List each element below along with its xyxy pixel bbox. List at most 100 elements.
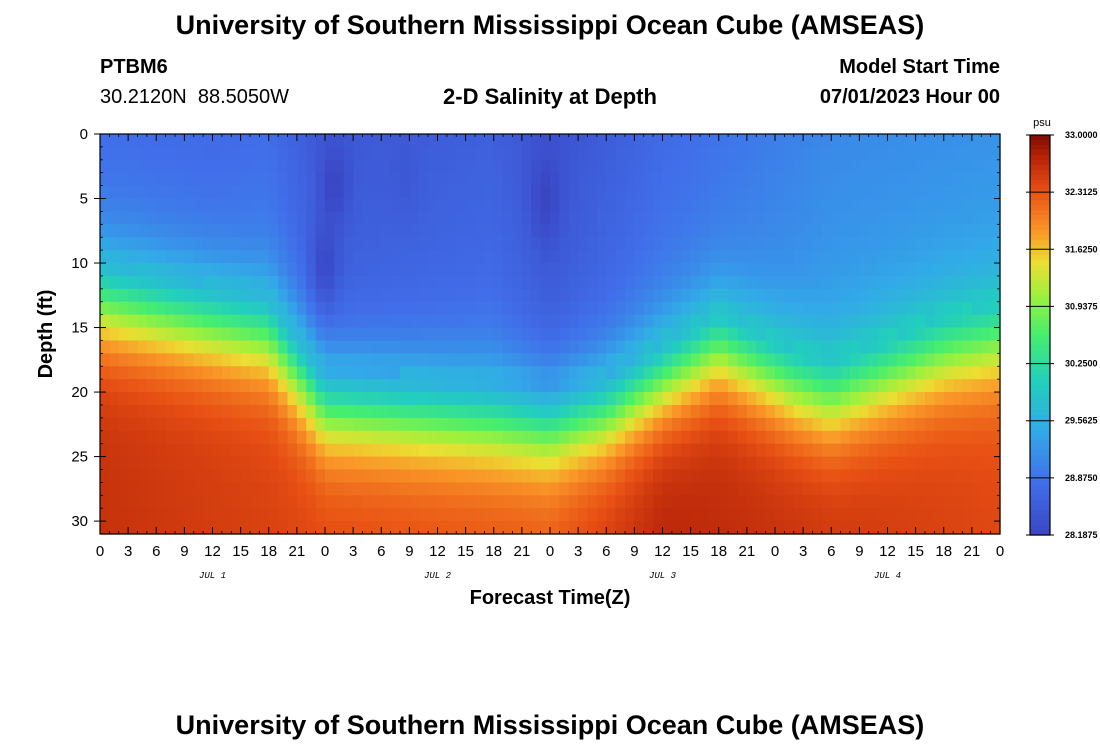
heatmap-cell	[850, 508, 860, 522]
heatmap-cell	[840, 443, 851, 458]
heatmap-cell	[568, 237, 579, 251]
heatmap-cell	[250, 430, 260, 445]
heatmap-cell	[868, 392, 879, 406]
heatmap-cell	[259, 456, 270, 471]
heatmap-cell	[362, 327, 373, 342]
heatmap-cell	[625, 404, 635, 419]
heatmap-cell	[381, 404, 392, 419]
heatmap-cell	[625, 366, 635, 380]
heatmap-cell	[390, 211, 401, 225]
heatmap-cell	[381, 366, 392, 380]
heatmap-cell	[746, 495, 757, 509]
heatmap-cell	[175, 172, 185, 187]
heatmap-cell	[137, 521, 148, 535]
heatmap-cell	[353, 379, 364, 393]
heatmap-cell	[568, 353, 579, 367]
heatmap-cell	[203, 250, 214, 264]
heatmap-cell	[400, 353, 410, 367]
heatmap-cell	[765, 340, 776, 354]
colorbar-swatch	[1030, 265, 1050, 271]
heatmap-cell	[643, 495, 654, 509]
heatmap-cell	[203, 379, 214, 393]
heatmap-cell	[934, 275, 945, 290]
heatmap-cell	[268, 327, 279, 342]
heatmap-cell	[775, 404, 785, 419]
heatmap-cell	[531, 327, 542, 342]
x-tick-label: 18	[260, 543, 277, 560]
heatmap-cell	[690, 469, 701, 483]
heatmap-cell	[259, 237, 270, 251]
heatmap-cell	[296, 327, 307, 342]
heatmap-cell	[596, 211, 607, 225]
heatmap-cell	[943, 469, 954, 483]
heatmap-cell	[643, 340, 654, 354]
heatmap-cell	[146, 456, 157, 471]
heatmap-cell	[503, 314, 514, 329]
heatmap-cell	[315, 495, 326, 509]
heatmap-cell	[634, 301, 645, 316]
heatmap-cell	[193, 521, 204, 535]
heatmap-cell	[756, 237, 767, 251]
heatmap-cell	[728, 275, 739, 290]
heatmap-cell	[409, 237, 420, 251]
heatmap-cell	[100, 301, 110, 316]
heatmap-cell	[118, 443, 129, 458]
colorbar-swatch	[1030, 395, 1050, 401]
heatmap-cell	[671, 263, 682, 277]
x-tick-label: 3	[574, 543, 582, 560]
heatmap-cell	[493, 146, 504, 161]
heatmap-cell	[212, 314, 223, 329]
heatmap-cell	[278, 430, 289, 445]
heatmap-cell	[990, 263, 1001, 277]
heatmap-cell	[971, 263, 982, 277]
heatmap-cell	[287, 456, 298, 471]
heatmap-cell	[887, 172, 898, 187]
heatmap-cell	[184, 314, 195, 329]
heatmap-cell	[193, 237, 204, 251]
heatmap-cell	[362, 495, 373, 509]
heatmap-cell	[850, 482, 860, 496]
colorbar-swatch	[1030, 170, 1050, 176]
heatmap-cell	[221, 159, 232, 174]
heatmap-cell	[409, 404, 420, 419]
heatmap-cell	[578, 275, 589, 290]
heatmap-cell	[503, 134, 514, 148]
heatmap-cell	[981, 456, 992, 471]
heatmap-cell	[718, 146, 729, 161]
heatmap-cell	[718, 211, 729, 225]
heatmap-cell	[737, 250, 748, 264]
heatmap-cell	[418, 146, 429, 161]
heatmap-cell	[915, 224, 926, 238]
heatmap-cell	[334, 456, 345, 471]
heatmap-cell	[953, 456, 964, 471]
heatmap-cell	[971, 404, 982, 419]
colorbar-swatch	[1030, 175, 1050, 181]
station-id: PTBM6	[100, 56, 168, 78]
heatmap-cell	[709, 353, 720, 367]
heatmap-cell	[671, 366, 682, 380]
heatmap-cell	[475, 211, 485, 225]
heatmap-cell	[531, 508, 542, 522]
heatmap-cell	[746, 443, 757, 458]
heatmap-cell	[606, 185, 617, 200]
heatmap-cell	[578, 495, 589, 509]
heatmap-cell	[475, 146, 485, 161]
heatmap-cell	[625, 521, 635, 535]
heatmap-cell	[437, 482, 448, 496]
heatmap-cell	[184, 134, 195, 148]
heatmap-cell	[240, 314, 251, 329]
heatmap-cell	[859, 404, 870, 419]
heatmap-cell	[587, 443, 598, 458]
heatmap-cell	[353, 146, 364, 161]
heatmap-cell	[465, 430, 476, 445]
heatmap-cell	[465, 379, 476, 393]
heatmap-cell	[653, 340, 664, 354]
heatmap-cell	[990, 404, 1001, 419]
heatmap-cell	[353, 456, 364, 471]
heatmap-cell	[756, 353, 767, 367]
heatmap-cell	[475, 301, 485, 316]
heatmap-cell	[878, 495, 889, 509]
heatmap-cell	[540, 224, 551, 238]
heatmap-cell	[493, 404, 504, 419]
heatmap-cell	[906, 134, 917, 148]
